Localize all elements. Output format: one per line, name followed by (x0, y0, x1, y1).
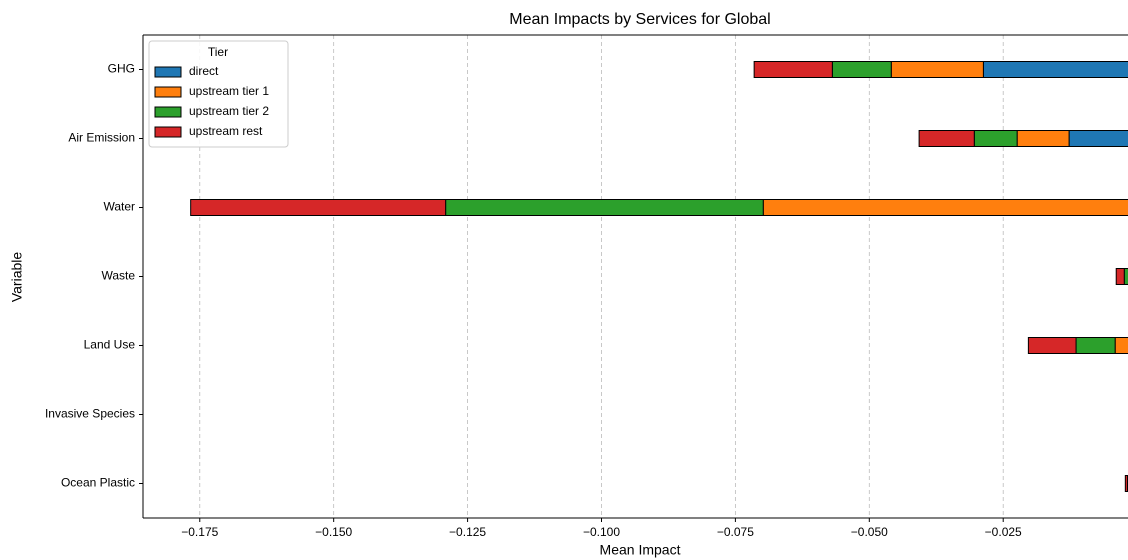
bar-segment (1124, 475, 1128, 492)
bar-segment (190, 199, 447, 216)
x-tick-label: −0.100 (583, 525, 620, 539)
legend-swatch (154, 86, 182, 98)
legend-box (148, 40, 289, 148)
bar-segment (445, 199, 764, 216)
y-tick-label: GHG (108, 62, 135, 76)
x-tick-label: −0.125 (449, 525, 486, 539)
chart-title: Mean Impacts by Services for Global (509, 11, 770, 28)
bar-segment (1114, 337, 1128, 354)
plot-area (190, 61, 1128, 492)
x-tick-label: −0.050 (851, 525, 888, 539)
bar-segment (1123, 268, 1128, 285)
y-axis-label: Variable (9, 252, 25, 303)
x-tick-label: −0.075 (717, 525, 754, 539)
y-tick-label: Ocean Plastic (61, 476, 135, 490)
legend-swatch (154, 106, 182, 118)
y-tick-label: Invasive Species (45, 407, 135, 421)
bar-segment (1016, 130, 1070, 147)
bar-segment (1068, 130, 1128, 147)
y-tick-label: Air Emission (68, 131, 135, 145)
x-axis-label: Mean Impact (600, 542, 681, 558)
legend-label: direct (189, 64, 219, 78)
y-tick-label: Waste (101, 269, 135, 283)
bar-segment (918, 130, 975, 147)
bar-segment (1115, 268, 1125, 285)
legend-swatch (154, 126, 182, 138)
legend-label: upstream rest (189, 124, 263, 138)
bar-segment (753, 61, 833, 78)
y-tick-label: Water (103, 200, 135, 214)
y-tick-label: Land Use (84, 338, 136, 352)
bar-segment (1027, 337, 1077, 354)
bar-segment (982, 61, 1128, 78)
x-tick-label: −0.175 (181, 525, 218, 539)
legend-swatch (154, 66, 182, 78)
x-tick-label: −0.150 (315, 525, 352, 539)
legend-title: Tier (208, 45, 228, 59)
bar-segment (762, 199, 1128, 216)
legend-label: upstream tier 2 (189, 104, 269, 118)
bar-segment (890, 61, 984, 78)
x-tick-label: −0.025 (985, 525, 1022, 539)
bar-segment (1075, 337, 1116, 354)
bar-segment (973, 130, 1018, 147)
legend-label: upstream tier 1 (189, 84, 269, 98)
bar-segment (831, 61, 892, 78)
